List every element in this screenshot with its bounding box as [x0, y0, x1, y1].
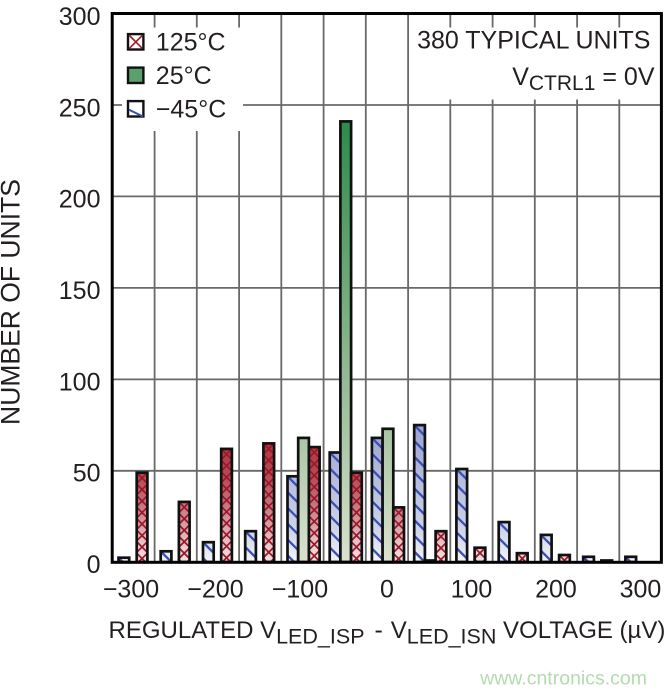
svg-text:250: 250: [59, 94, 101, 122]
svg-text:200: 200: [59, 186, 101, 214]
svg-text:300: 300: [59, 3, 101, 31]
svg-text:−300: −300: [103, 575, 159, 603]
svg-text:−200: −200: [187, 575, 243, 603]
svg-text:−45°C: −45°C: [156, 96, 226, 124]
svg-text:380 TYPICAL UNITS: 380 TYPICAL UNITS: [417, 27, 650, 55]
svg-text:25°C: 25°C: [156, 62, 212, 90]
svg-text:50: 50: [73, 460, 101, 488]
svg-text:REGULATED VLED_ISP - VLED_ISN: REGULATED VLED_ISP - VLED_ISN VOLTAGE (µ…: [109, 616, 665, 649]
svg-text:150: 150: [59, 277, 101, 305]
svg-text:300: 300: [620, 575, 662, 603]
svg-text:0: 0: [380, 575, 394, 603]
svg-text:NUMBER OF UNITS: NUMBER OF UNITS: [0, 179, 26, 425]
svg-text:100: 100: [59, 368, 101, 396]
svg-text:www.cntronics.com: www.cntronics.com: [479, 668, 647, 690]
svg-text:−100: −100: [272, 575, 328, 603]
svg-text:0: 0: [87, 551, 101, 579]
svg-text:100: 100: [451, 575, 493, 603]
svg-text:125°C: 125°C: [156, 29, 226, 57]
svg-text:200: 200: [535, 575, 577, 603]
